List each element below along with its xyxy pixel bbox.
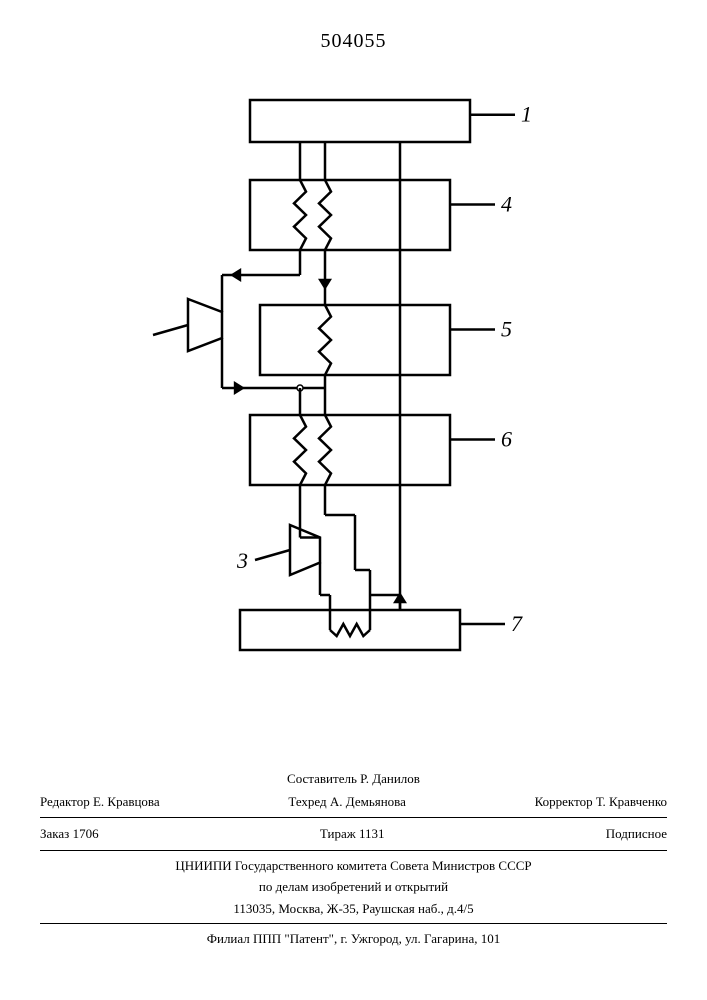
svg-text:6: 6 (501, 427, 512, 452)
editor-name: Е. Кравцова (93, 794, 160, 809)
sign-label: Подписное (606, 825, 667, 843)
schematic-diagram: 1456723 (150, 90, 550, 680)
svg-text:3: 3 (236, 548, 248, 573)
editor-label: Редактор (40, 794, 90, 809)
divider (40, 923, 667, 924)
address-1: 113035, Москва, Ж-35, Раушская наб., д.4… (40, 898, 667, 920)
techred-label: Техред (288, 794, 326, 809)
org-line-1: ЦНИИПИ Государственного комитета Совета … (40, 855, 667, 877)
imprint-footer: Составитель Р. Данилов Редактор Е. Кравц… (40, 768, 667, 950)
divider (40, 817, 667, 818)
svg-text:5: 5 (501, 317, 512, 342)
svg-text:1: 1 (521, 102, 532, 127)
compiler-label: Составитель (287, 771, 357, 786)
order-label: Заказ (40, 826, 69, 841)
corrector-name: Т. Кравченко (596, 794, 667, 809)
svg-text:4: 4 (501, 192, 512, 217)
divider (40, 850, 667, 851)
page: 504055 1456723 Составитель Р. Данилов Ре… (0, 0, 707, 1000)
doc-number: 504055 (0, 30, 707, 53)
compiler-name: Р. Данилов (360, 771, 420, 786)
svg-text:7: 7 (511, 611, 523, 636)
address-2: Филиал ППП "Патент", г. Ужгород, ул. Гаг… (40, 928, 667, 950)
org-line-2: по делам изобретений и открытий (40, 876, 667, 898)
tirage-num: 1131 (359, 826, 385, 841)
techred-name: А. Демьянова (330, 794, 406, 809)
corrector-label: Корректор (535, 794, 593, 809)
tirage-label: Тираж (320, 826, 356, 841)
order-num: 1706 (73, 826, 99, 841)
